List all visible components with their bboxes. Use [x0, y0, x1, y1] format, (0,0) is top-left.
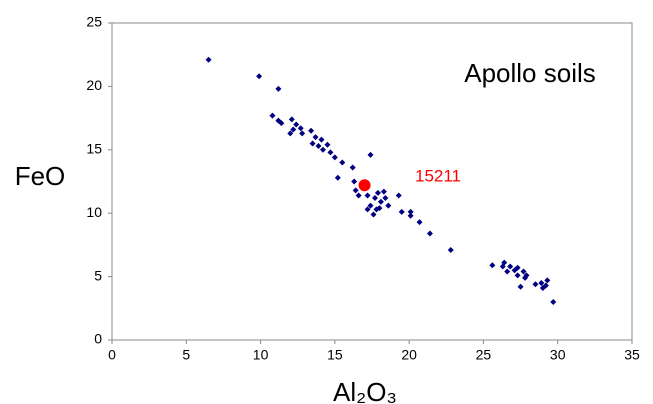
- point: [351, 178, 358, 185]
- point: [297, 125, 304, 132]
- y-tick-label: 25: [86, 14, 102, 30]
- y-tick-label: 20: [86, 77, 102, 93]
- point: [287, 130, 294, 137]
- point: [504, 268, 511, 275]
- point: [520, 268, 527, 275]
- point: [532, 281, 539, 288]
- point: [364, 192, 371, 199]
- point: [308, 127, 315, 134]
- point: [349, 164, 356, 171]
- point: [318, 136, 325, 143]
- point: [489, 262, 496, 269]
- point: [334, 174, 341, 181]
- point: [309, 140, 316, 147]
- point: [371, 194, 378, 201]
- y-tick-label: 10: [86, 204, 102, 220]
- x-tick-label: 20: [401, 347, 417, 363]
- point: [377, 198, 384, 205]
- point: [426, 230, 433, 237]
- point: [275, 85, 282, 92]
- point: [538, 279, 545, 286]
- point: [256, 73, 263, 80]
- x-tick-label: 10: [253, 347, 269, 363]
- point: [367, 151, 374, 158]
- point: [290, 126, 297, 133]
- point: [367, 202, 374, 209]
- point: [395, 192, 402, 199]
- point: [407, 212, 414, 219]
- point: [355, 192, 362, 199]
- point: [315, 142, 322, 149]
- point: [376, 205, 383, 212]
- point: [542, 282, 549, 289]
- point: [523, 272, 530, 279]
- point: [278, 120, 285, 127]
- point: [382, 194, 389, 201]
- point: [398, 208, 405, 215]
- point: [385, 202, 392, 209]
- point: [416, 219, 423, 226]
- point: [507, 263, 514, 270]
- point: [288, 116, 295, 123]
- point: [370, 211, 377, 218]
- plot-area: [111, 22, 633, 341]
- point: [501, 259, 508, 266]
- y-axis-label: FeO: [15, 161, 66, 191]
- point: [544, 277, 551, 284]
- point: [514, 264, 521, 271]
- x-tick-label: 30: [550, 347, 566, 363]
- y-tick-label: 0: [94, 331, 102, 347]
- point: [550, 298, 557, 305]
- point: [352, 187, 359, 194]
- point: [358, 179, 371, 192]
- point: [205, 56, 212, 63]
- point: [293, 121, 300, 128]
- y-tick-label: 15: [86, 141, 102, 157]
- point: [374, 189, 381, 196]
- point: [331, 154, 338, 161]
- point: [517, 283, 524, 290]
- annotation: 15211: [415, 166, 461, 185]
- x-tick-label: 35: [624, 347, 640, 363]
- point: [299, 130, 306, 137]
- point: [407, 208, 414, 215]
- annotation: Apollo soils: [464, 58, 596, 88]
- point: [327, 149, 334, 156]
- point: [339, 159, 346, 166]
- point: [324, 141, 331, 148]
- y-tick-label: 5: [94, 267, 102, 283]
- point: [312, 134, 319, 141]
- point: [514, 272, 521, 279]
- x-axis-label: Al₂O₃: [333, 377, 397, 404]
- x-tick-label: 25: [476, 347, 492, 363]
- point: [319, 146, 326, 153]
- x-tick-label: 0: [108, 347, 116, 363]
- x-tick-label: 5: [182, 347, 190, 363]
- point: [380, 188, 387, 195]
- x-tick-label: 15: [327, 347, 343, 363]
- point: [269, 112, 276, 119]
- point: [364, 206, 371, 213]
- point: [447, 246, 454, 253]
